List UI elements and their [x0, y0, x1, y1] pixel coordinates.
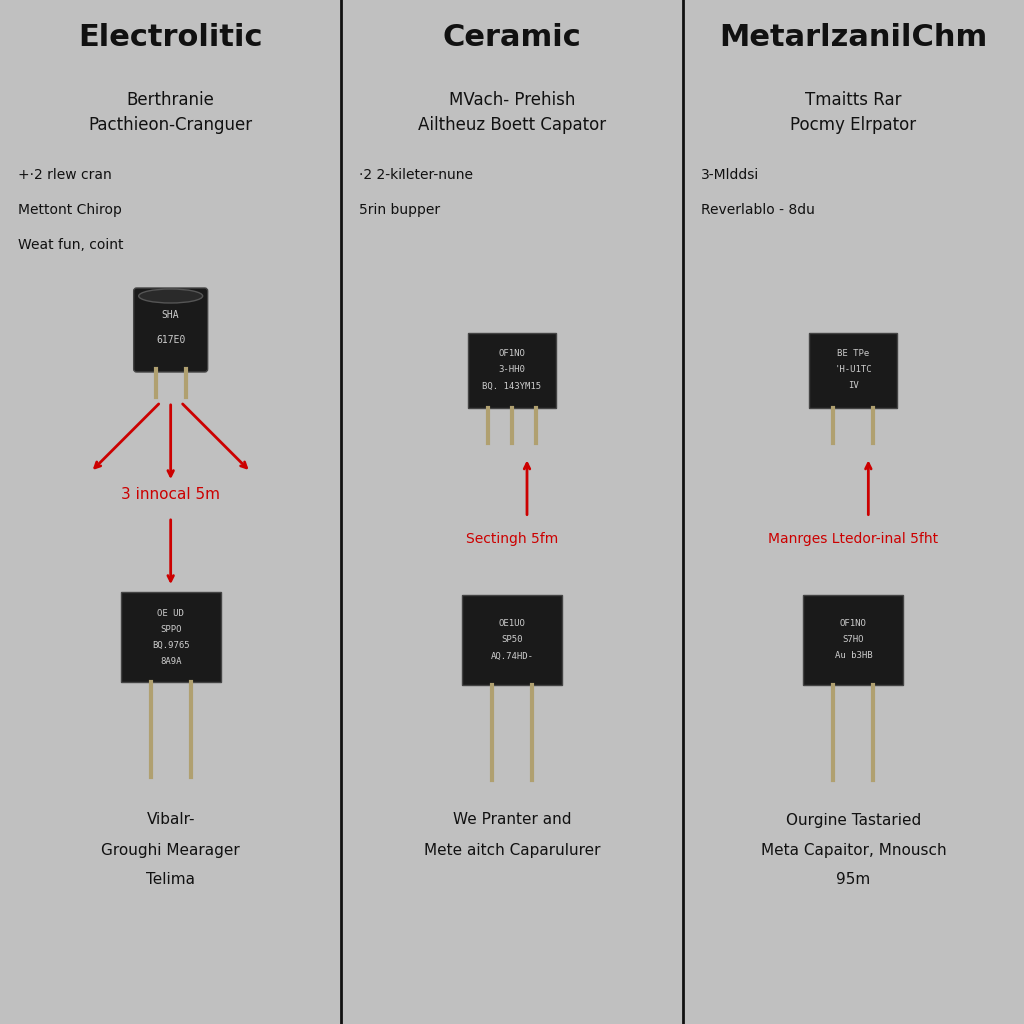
- Text: Vibalr-: Vibalr-: [146, 812, 195, 827]
- Text: 5rin bupper: 5rin bupper: [359, 203, 440, 217]
- Text: ·2 2-kileter-nune: ·2 2-kileter-nune: [359, 168, 473, 182]
- Text: SHA: SHA: [162, 310, 179, 319]
- Bar: [809, 333, 897, 408]
- Text: Sectingh 5fm: Sectingh 5fm: [466, 532, 558, 547]
- Text: 617E0: 617E0: [156, 335, 185, 345]
- Text: SPPO: SPPO: [160, 625, 181, 634]
- Bar: [468, 333, 556, 408]
- Text: Groughi Mearager: Groughi Mearager: [101, 843, 240, 857]
- Text: OF1NO: OF1NO: [499, 349, 525, 358]
- Text: AQ.74HD-: AQ.74HD-: [490, 651, 534, 660]
- Text: We Pranter and: We Pranter and: [453, 812, 571, 827]
- Bar: [462, 595, 562, 685]
- Text: Reverlablo - 8du: Reverlablo - 8du: [700, 203, 814, 217]
- Text: Telima: Telima: [146, 872, 196, 888]
- Text: 95m: 95m: [837, 872, 870, 888]
- Text: Berthranie: Berthranie: [127, 91, 215, 109]
- Text: +·2 rlew cran: +·2 rlew cran: [18, 168, 112, 182]
- Text: Ailtheuz Boett Capator: Ailtheuz Boett Capator: [418, 116, 606, 134]
- Text: Pocmy Elrpator: Pocmy Elrpator: [791, 116, 916, 134]
- Text: 'H-U1TC: 'H-U1TC: [835, 366, 872, 375]
- Text: OE UD: OE UD: [158, 608, 184, 617]
- Text: 3-Mlddsi: 3-Mlddsi: [700, 168, 759, 182]
- Text: Ceramic: Ceramic: [442, 24, 582, 52]
- Text: SP50: SP50: [502, 636, 522, 644]
- Text: BQ.9765: BQ.9765: [152, 640, 189, 649]
- Text: Tmaitts Rar: Tmaitts Rar: [805, 91, 901, 109]
- Text: 8A9A: 8A9A: [160, 656, 181, 666]
- Text: Weat fun, coint: Weat fun, coint: [18, 238, 124, 252]
- Text: Au b3HB: Au b3HB: [835, 651, 872, 660]
- Text: BE TPe: BE TPe: [838, 349, 869, 358]
- Text: Mete aitch Caparulurer: Mete aitch Caparulurer: [424, 843, 600, 857]
- Text: Electrolitic: Electrolitic: [79, 24, 263, 52]
- FancyBboxPatch shape: [134, 288, 208, 372]
- Text: OF1NO: OF1NO: [840, 620, 866, 629]
- Text: IV: IV: [848, 382, 859, 390]
- Bar: [121, 592, 220, 682]
- Text: MVach- Prehish: MVach- Prehish: [449, 91, 575, 109]
- Text: MetarlzanilChm: MetarlzanilChm: [719, 24, 987, 52]
- Text: Meta Capaitor, Mnousch: Meta Capaitor, Mnousch: [761, 843, 946, 857]
- Ellipse shape: [138, 289, 203, 303]
- Bar: [804, 595, 903, 685]
- Text: 3 innocal 5m: 3 innocal 5m: [121, 487, 220, 502]
- Text: Ourgine Tastaried: Ourgine Tastaried: [785, 812, 921, 827]
- Text: Mettont Chirop: Mettont Chirop: [18, 203, 122, 217]
- Text: OE1UO: OE1UO: [499, 620, 525, 629]
- Text: Manrges Ltedor-inal 5fht: Manrges Ltedor-inal 5fht: [768, 532, 938, 547]
- Text: S7HO: S7HO: [843, 636, 864, 644]
- Text: Pacthieon-Cranguer: Pacthieon-Cranguer: [89, 116, 253, 134]
- Text: BQ. 143YM15: BQ. 143YM15: [482, 382, 542, 390]
- Text: 3-HH0: 3-HH0: [499, 366, 525, 375]
